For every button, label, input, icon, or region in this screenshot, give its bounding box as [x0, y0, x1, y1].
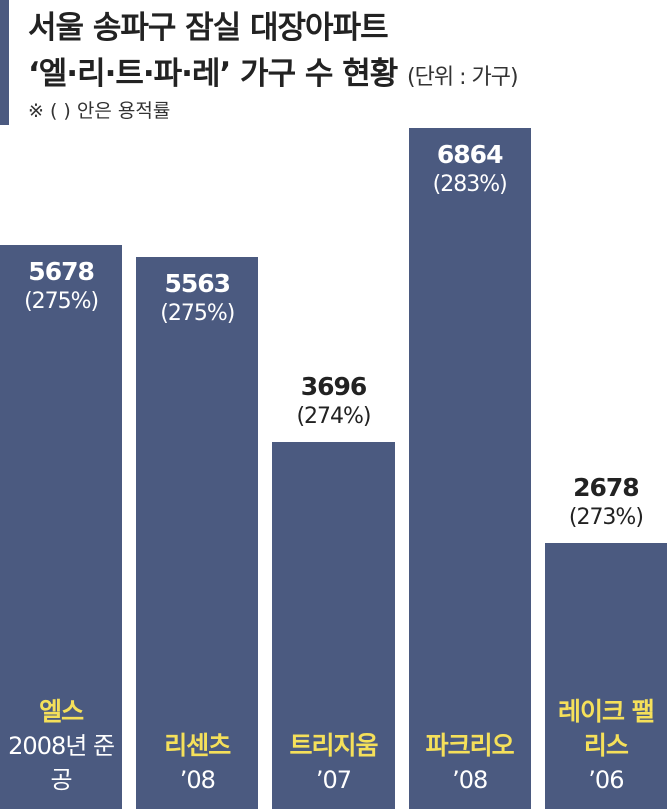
subtitle-text: ‘엘·리·트·파·레’ 가구 수 현황: [28, 56, 398, 92]
value-label-group: 5678 (275%): [0, 257, 122, 317]
note: ※ ( ) 안은 용적률: [28, 100, 171, 122]
bar: [544, 543, 667, 809]
value-label: 5678: [28, 257, 95, 287]
category-label: 엘스: [39, 697, 84, 726]
value-label-group: 2678 (273%): [545, 473, 667, 533]
bar: [0, 245, 123, 809]
bar: [136, 256, 259, 809]
category-label: 리센츠: [164, 731, 231, 760]
chart-subtitle: ‘엘·리·트·파·레’ 가구 수 현황 (단위 : 가구): [28, 48, 519, 93]
ratio-label: (273%): [568, 505, 644, 531]
value-label: 3696: [300, 372, 368, 402]
value-label-group: 5563 (275%): [136, 269, 258, 329]
value-label: 6864: [436, 139, 504, 169]
value-label-group: 3696 (274%): [272, 372, 394, 432]
completion-label: 2008년 준공: [8, 732, 115, 794]
completion-label: ’07: [315, 766, 352, 794]
value-label: 2678: [573, 473, 640, 503]
completion-label: ’08: [179, 766, 216, 794]
completion-label: ’08: [452, 766, 488, 794]
bar: [408, 127, 531, 809]
accent-bar: [0, 0, 9, 125]
chart-title: 서울 송파구 잠실 대장아파트: [28, 10, 389, 46]
ratio-label: (274%): [296, 404, 371, 430]
value-label: 5563: [164, 268, 231, 298]
ratio-label: (275%): [160, 300, 235, 326]
bar: [272, 442, 395, 809]
category-label: 트리지움: [289, 731, 378, 760]
unit: (단위 : 가구): [407, 65, 519, 90]
ratio-label: (275%): [24, 289, 99, 315]
ratio-label: (283%): [432, 171, 508, 197]
category-label: 레이크 팰리스: [558, 697, 655, 760]
category-label: 파크리오: [425, 731, 515, 760]
value-label-group: 6864 (283%): [409, 140, 531, 200]
completion-label: ’06: [588, 766, 624, 794]
